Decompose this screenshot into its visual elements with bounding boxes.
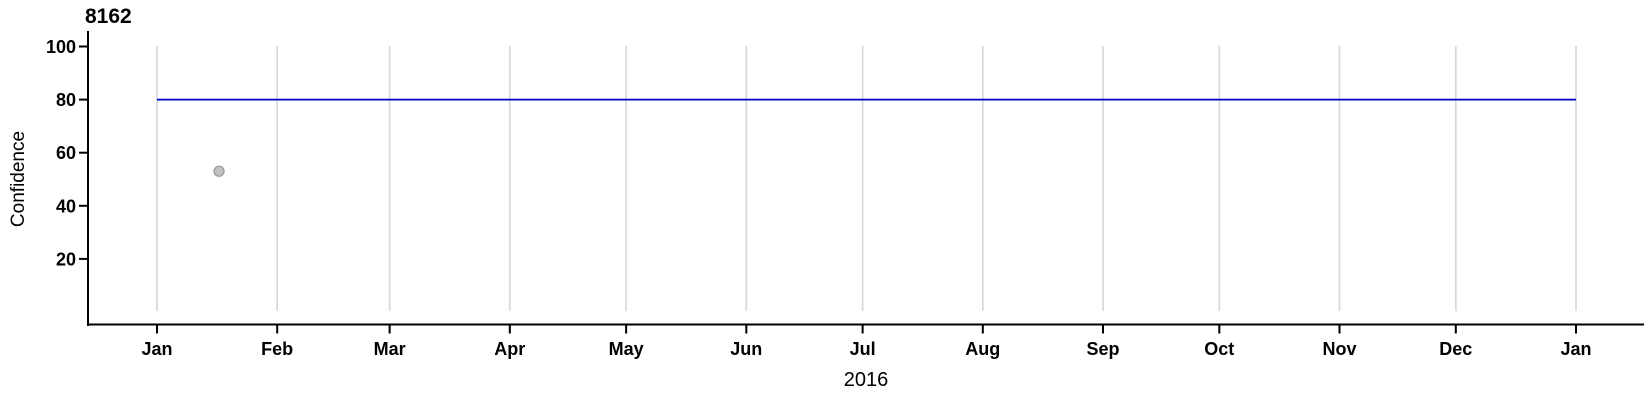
y-axis-tick-labels: 20 40 60 80 100 <box>46 37 76 269</box>
x-tick-label: Mar <box>374 339 406 359</box>
x-tick-label: Jan <box>141 339 172 359</box>
y-axis-label: Confidence <box>8 131 29 227</box>
x-tick-label: Dec <box>1439 339 1472 359</box>
y-tick-label: 60 <box>56 143 76 163</box>
x-tick-label: Jul <box>850 339 876 359</box>
y-tick-label: 100 <box>46 37 76 57</box>
x-tick-label: Apr <box>494 339 525 359</box>
x-tick-label: Nov <box>1322 339 1356 359</box>
x-tick-label: Feb <box>261 339 293 359</box>
y-axis-ticks <box>79 45 88 260</box>
gridlines <box>156 46 1577 311</box>
x-tick-label: Sep <box>1086 339 1119 359</box>
x-tick-label: May <box>609 339 644 359</box>
x-axis-label: 2016 <box>844 369 889 391</box>
x-tick-label: Jan <box>1560 339 1591 359</box>
x-tick-label: Aug <box>965 339 1000 359</box>
x-axis-ticks <box>156 324 1577 334</box>
x-tick-label: Jun <box>730 339 762 359</box>
y-tick-label: 40 <box>56 196 76 216</box>
x-tick-label: Oct <box>1204 339 1234 359</box>
chart-title: 8162 <box>85 5 132 28</box>
y-tick-label: 20 <box>56 249 76 269</box>
y-tick-label: 80 <box>56 90 76 110</box>
data-point <box>213 165 225 177</box>
x-axis-tick-labels: Jan Feb Mar Apr May Jun Jul Aug Sep Oct Nov Dec Jan <box>141 339 1591 359</box>
